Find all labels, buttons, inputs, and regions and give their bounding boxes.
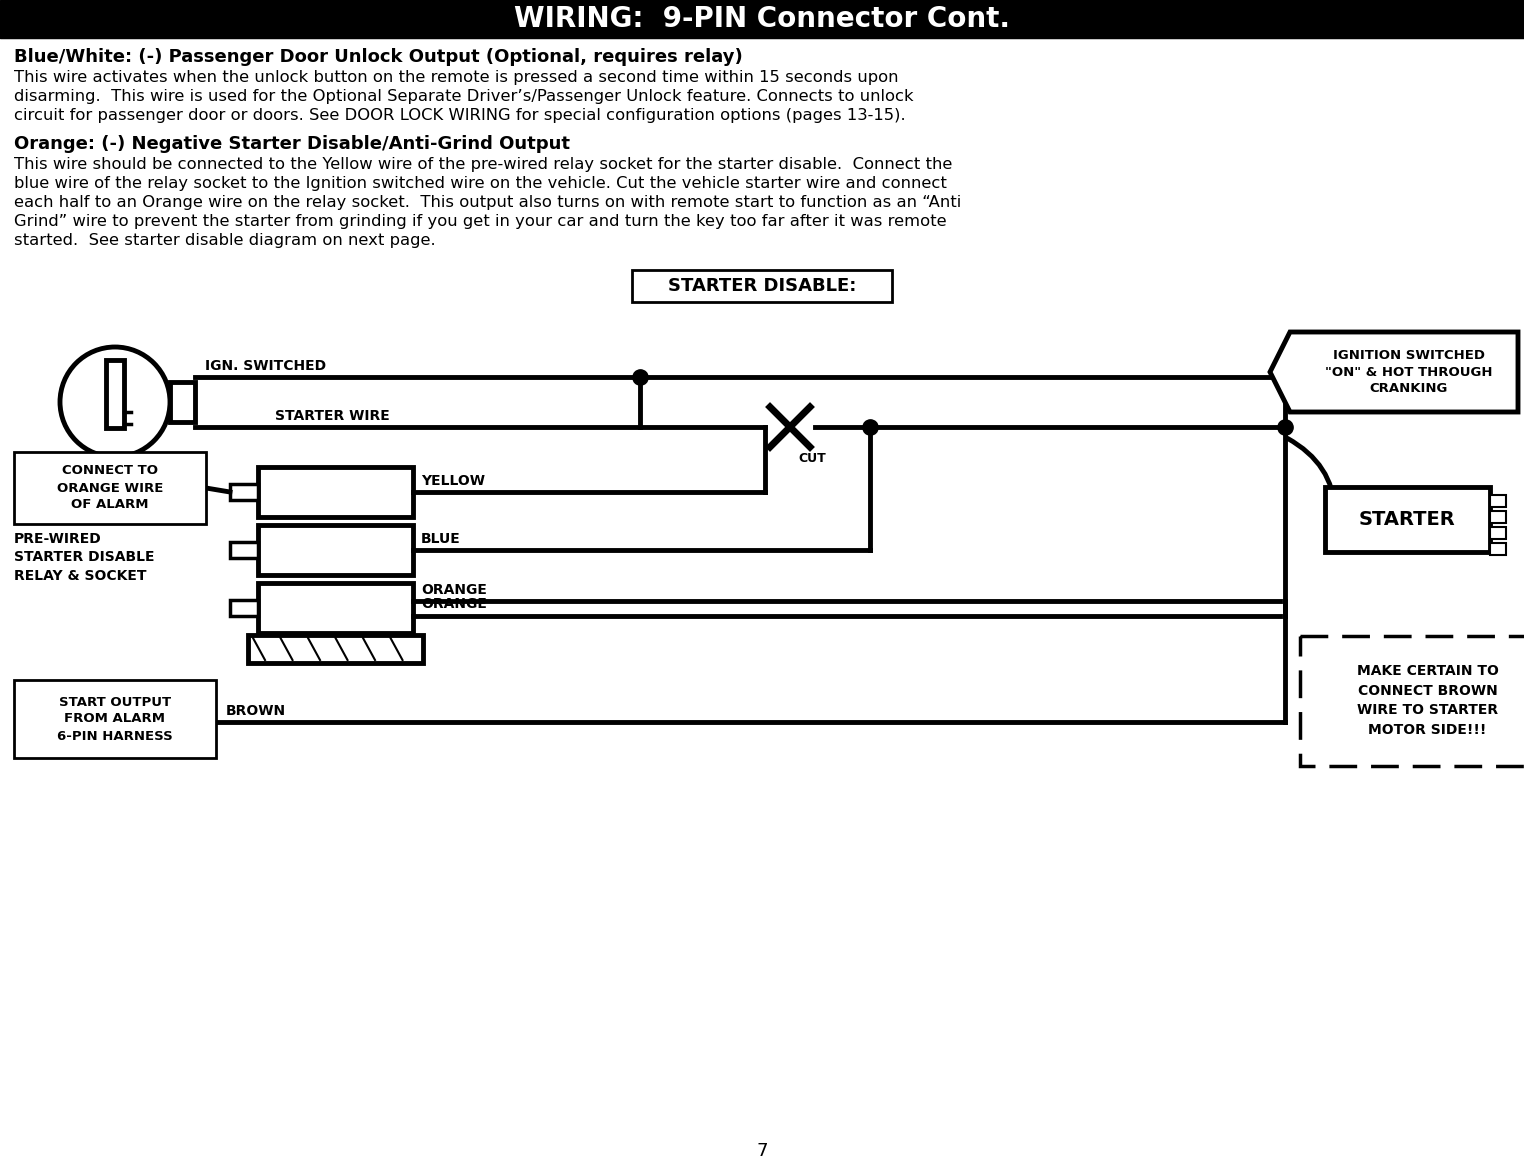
Text: ORANGE: ORANGE (421, 597, 486, 611)
Text: blue wire of the relay socket to the Ignition switched wire on the vehicle. Cut : blue wire of the relay socket to the Ign… (14, 176, 946, 191)
Text: CONNECT TO
ORANGE WIRE
OF ALARM: CONNECT TO ORANGE WIRE OF ALARM (56, 465, 163, 512)
Text: Orange: (-) Negative Starter Disable/Anti-Grind Output: Orange: (-) Negative Starter Disable/Ant… (14, 135, 570, 153)
Bar (230, 484, 258, 500)
Bar (1324, 487, 1490, 552)
Text: BROWN: BROWN (226, 704, 287, 718)
Text: IGN. SWITCHED: IGN. SWITCHED (206, 359, 326, 374)
Text: circuit for passenger door or doors. See DOOR LOCK WIRING for special configurat: circuit for passenger door or doors. See… (14, 108, 905, 123)
Text: This wire activates when the unlock button on the remote is pressed a second tim: This wire activates when the unlock butt… (14, 70, 899, 85)
Bar (230, 542, 258, 559)
Text: Blue/White: (-) Passenger Door Unlock Output (Optional, requires relay): Blue/White: (-) Passenger Door Unlock Ou… (14, 48, 742, 66)
Text: Grind” wire to prevent the starter from grinding if you get in your car and turn: Grind” wire to prevent the starter from … (14, 214, 946, 230)
Bar (1300, 636, 1524, 766)
Text: CUT: CUT (799, 452, 826, 465)
Text: YELLOW: YELLOW (421, 474, 485, 488)
Bar (107, 359, 123, 427)
Text: STARTER: STARTER (1359, 511, 1455, 529)
Polygon shape (1269, 333, 1518, 412)
Text: WIRING:  9-PIN Connector Cont.: WIRING: 9-PIN Connector Cont. (514, 5, 1010, 33)
Text: STARTER DISABLE:: STARTER DISABLE: (668, 278, 856, 295)
Bar (14, 452, 206, 523)
Bar (230, 600, 258, 616)
Bar (1490, 527, 1506, 539)
Bar (171, 382, 195, 422)
Text: This wire should be connected to the Yellow wire of the pre-wired relay socket f: This wire should be connected to the Yel… (14, 157, 952, 172)
Bar (258, 467, 413, 518)
Text: PRE-WIRED
STARTER DISABLE
RELAY & SOCKET: PRE-WIRED STARTER DISABLE RELAY & SOCKET (14, 532, 154, 583)
Bar (14, 680, 216, 758)
Bar (0, 0, 1524, 37)
Text: 7: 7 (756, 1142, 768, 1160)
Bar (1490, 543, 1506, 555)
Bar (632, 271, 892, 302)
Text: IGNITION SWITCHED
"ON" & HOT THROUGH
CRANKING: IGNITION SWITCHED "ON" & HOT THROUGH CRA… (1326, 349, 1492, 395)
Text: STARTER WIRE: STARTER WIRE (274, 409, 390, 423)
Bar (258, 525, 413, 575)
Text: BLUE: BLUE (421, 532, 460, 546)
Bar (1490, 495, 1506, 507)
Text: START OUTPUT
FROM ALARM
6-PIN HARNESS: START OUTPUT FROM ALARM 6-PIN HARNESS (56, 696, 172, 742)
Text: started.  See starter disable diagram on next page.: started. See starter disable diagram on … (14, 233, 436, 248)
Text: ORANGE: ORANGE (421, 582, 486, 596)
Bar (258, 583, 413, 634)
Text: MAKE CERTAIN TO
CONNECT BROWN
WIRE TO STARTER
MOTOR SIDE!!!: MAKE CERTAIN TO CONNECT BROWN WIRE TO ST… (1356, 664, 1498, 737)
Text: each half to an Orange wire on the relay socket.  This output also turns on with: each half to an Orange wire on the relay… (14, 196, 962, 210)
Text: disarming.  This wire is used for the Optional Separate Driver’s/Passenger Unloc: disarming. This wire is used for the Opt… (14, 89, 913, 104)
Bar (248, 635, 424, 663)
Bar (1490, 511, 1506, 523)
